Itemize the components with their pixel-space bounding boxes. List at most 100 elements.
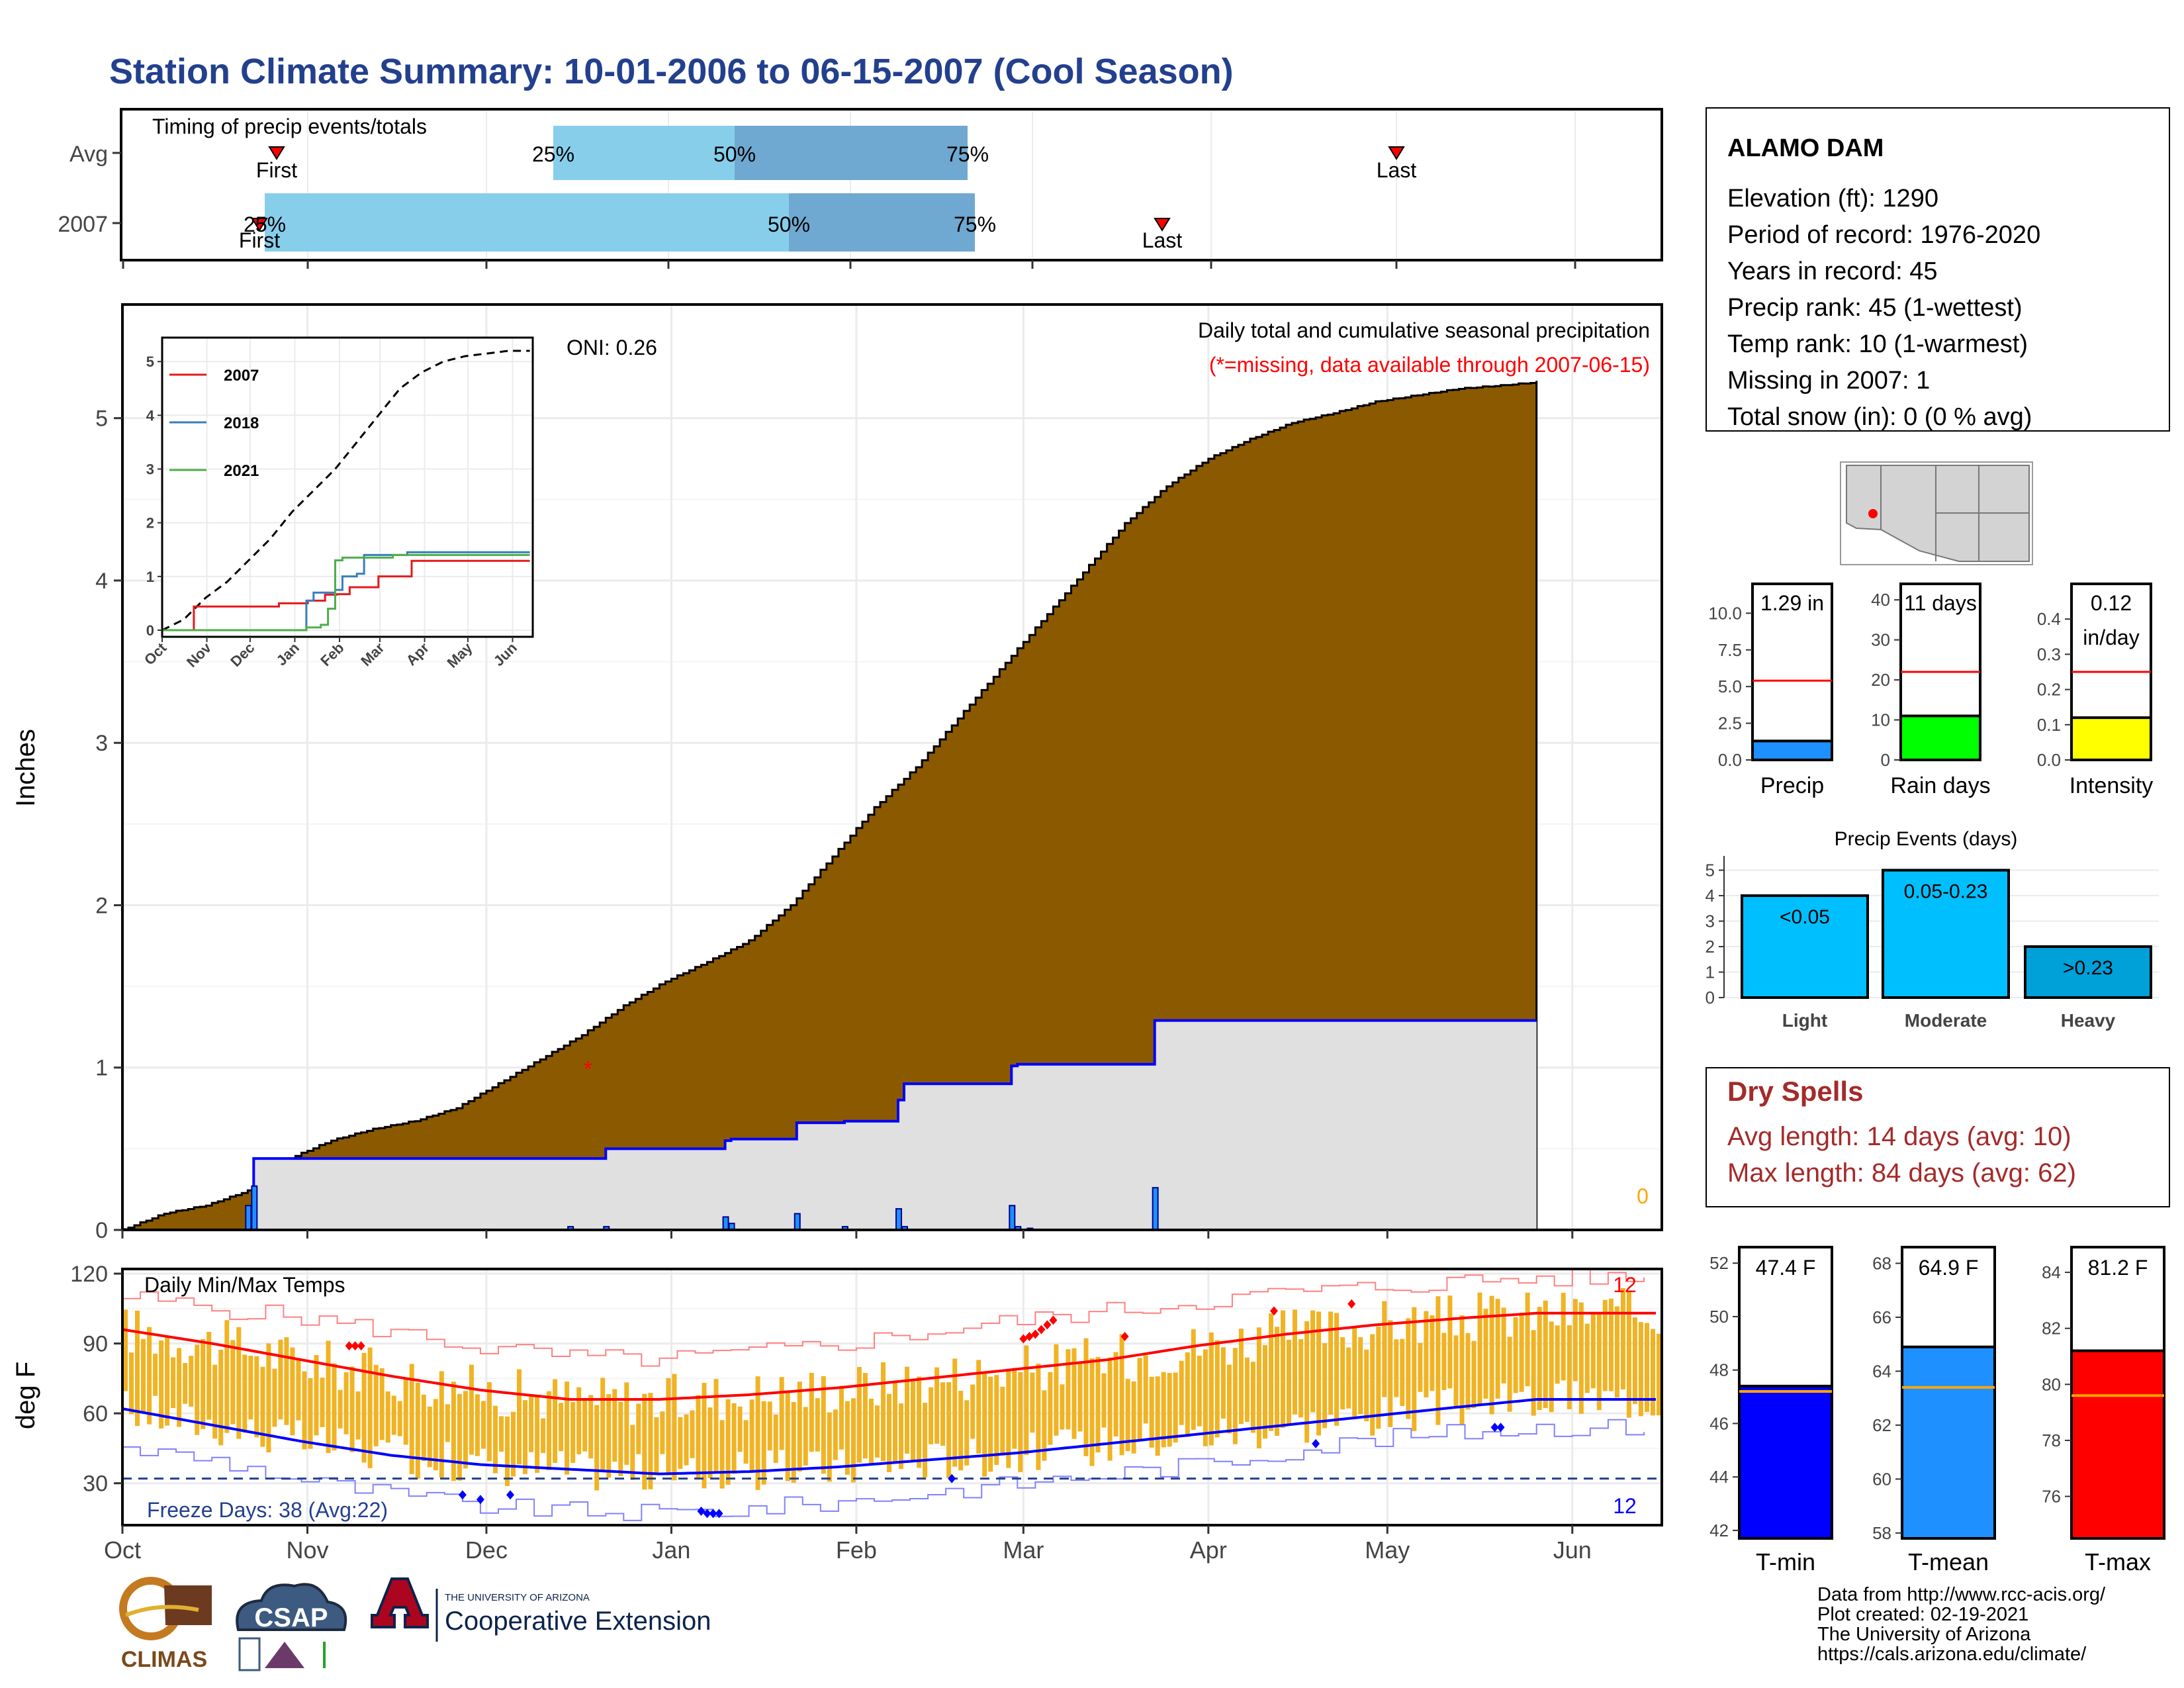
daily-temp-bar — [254, 1356, 259, 1438]
daily-precip-bar — [1152, 1187, 1159, 1231]
daily-temp-bar — [1525, 1292, 1530, 1387]
daily-temp-bar — [970, 1384, 976, 1439]
daily-temp-bar — [725, 1399, 731, 1485]
precip-ytick-label: 2 — [95, 893, 108, 918]
temp-xtick-label: Apr — [1190, 1536, 1227, 1564]
event-category-label: Heavy — [2061, 1010, 2116, 1031]
summary-value-label: 0.12 — [2091, 591, 2132, 615]
daily-temp-bar — [1089, 1358, 1095, 1466]
daily-temp-bar — [1083, 1338, 1089, 1456]
daily-temp-bar — [332, 1363, 337, 1451]
summary-ytick-label: 0.4 — [2037, 609, 2061, 629]
inset-legend-label: 2007 — [224, 367, 259, 385]
daily-temp-bar — [940, 1382, 946, 1446]
inset-legend-label: 2021 — [224, 462, 259, 480]
daily-temp-bar — [129, 1352, 134, 1415]
summary-value-bar — [2070, 716, 2152, 762]
daily-temp-bar — [1632, 1317, 1637, 1404]
daily-temp-bar — [308, 1378, 313, 1449]
daily-temp-bar — [343, 1372, 349, 1434]
temp-summary-bar — [1901, 1345, 1996, 1540]
temp-xtick-label: Dec — [465, 1536, 508, 1564]
missing-data-marker: * — [584, 1057, 592, 1082]
record-low-marker — [1490, 1423, 1499, 1432]
temp-summary-ytick-label: 42 — [1709, 1521, 1729, 1540]
daily-temp-bar — [1513, 1317, 1518, 1393]
summary-ytick-label: 0.3 — [2037, 644, 2061, 664]
summary-value-bar — [1751, 739, 1833, 762]
daily-temp-bar — [905, 1366, 909, 1454]
inset-ytick-label: 0 — [146, 622, 154, 639]
daily-temp-bar — [1101, 1373, 1107, 1428]
daily-temp-bar — [212, 1364, 218, 1439]
daily-temp-bar — [636, 1403, 641, 1454]
daily-temp-bar — [1293, 1309, 1297, 1415]
daily-temp-bar — [535, 1397, 540, 1473]
daily-temp-bar — [1048, 1372, 1053, 1445]
svg-text:CLIMAS: CLIMAS — [121, 1647, 207, 1672]
daily-temp-bar — [887, 1393, 891, 1472]
station-line: Years in record: 45 — [1727, 258, 1938, 285]
daily-temp-bar — [559, 1403, 564, 1452]
daily-temp-bar — [1095, 1356, 1101, 1453]
summary-ytick-label: 10 — [1871, 710, 1890, 730]
daily-temp-bar — [177, 1348, 182, 1427]
daily-temp-bar — [994, 1375, 999, 1465]
daily-temp-bar — [1453, 1335, 1459, 1407]
daily-temp-bar — [529, 1395, 534, 1452]
temp-summary-ytick-label: 76 — [2042, 1487, 2061, 1507]
station-line: Period of record: 1976-2020 — [1727, 221, 2040, 249]
temp-ytick-label: 60 — [83, 1401, 108, 1427]
precip-summary-panels: 0.0 2.5 5.0 7.5 10.0 1.29 in Precip 0 10 20 30 40 11… — [1708, 583, 2154, 798]
daily-temp-bar — [296, 1358, 301, 1421]
daily-temp-bar — [1131, 1381, 1136, 1454]
timing-2007-q25: 25% — [244, 212, 286, 236]
record-high-line — [122, 1268, 1645, 1367]
climas-logo: CLIMAS — [119, 1577, 212, 1672]
daily-temp-bar — [1424, 1311, 1429, 1397]
daily-temp-bar — [600, 1378, 606, 1471]
daily-temp-bar — [1000, 1386, 1005, 1456]
daily-temp-bar — [803, 1407, 808, 1466]
precip-subtitle: (*=missing, data available through 2007-… — [1209, 353, 1650, 377]
summary-x-label: Intensity — [2070, 773, 2154, 798]
inset-ytick-label: 1 — [146, 569, 154, 585]
daily-temp-bar — [236, 1327, 242, 1439]
daily-temp-bar — [1107, 1357, 1113, 1461]
record-high-marker — [1031, 1329, 1040, 1339]
daily-temp-bar — [403, 1378, 408, 1445]
daily-temp-bar — [463, 1391, 468, 1469]
events-ytick-label: 4 — [1706, 886, 1715, 906]
daily-temp-bar — [582, 1399, 588, 1452]
daily-temp-bar — [320, 1378, 325, 1427]
daily-temp-bar — [821, 1376, 826, 1474]
inset-series-line-2007 — [162, 559, 530, 632]
temp-ylabel: deg F — [11, 1362, 40, 1429]
daily-precip-bar — [245, 1205, 252, 1231]
daily-temp-bar — [1495, 1299, 1500, 1399]
daily-temp-bar — [1281, 1310, 1285, 1428]
daily-temp-bar — [553, 1379, 558, 1463]
summary-frame — [1751, 583, 1833, 761]
daily-temp-bar — [844, 1401, 850, 1475]
daily-temp-bar — [743, 1420, 749, 1464]
daily-temp-bar — [1441, 1333, 1447, 1390]
daily-temp-bar — [678, 1417, 683, 1469]
temp-summary-ytick-label: 62 — [1872, 1415, 1891, 1435]
daily-precip-bar — [251, 1185, 258, 1231]
daily-temp-bar — [1232, 1348, 1238, 1444]
timing-avg-q50: 50% — [713, 142, 756, 166]
normal-cumulative-area — [121, 381, 1538, 1231]
daily-temp-bar — [1657, 1333, 1661, 1416]
daily-temp-bar — [1406, 1318, 1411, 1419]
daily-temp-bar — [1071, 1348, 1077, 1439]
daily-temp-bar — [1418, 1342, 1423, 1392]
footer-line: The University of Arizona — [1817, 1624, 2031, 1645]
daily-precip-bar — [794, 1213, 801, 1231]
daily-temp-bar — [290, 1347, 295, 1436]
daily-temp-bar — [433, 1399, 438, 1471]
record-high-marker — [357, 1341, 365, 1351]
temp-summary-ytick-label: 82 — [2042, 1319, 2061, 1338]
tmax-average-line — [122, 1311, 1656, 1401]
footer-credits: Data from http://www.rcc-acis.org/ Plot … — [1817, 1584, 2106, 1665]
